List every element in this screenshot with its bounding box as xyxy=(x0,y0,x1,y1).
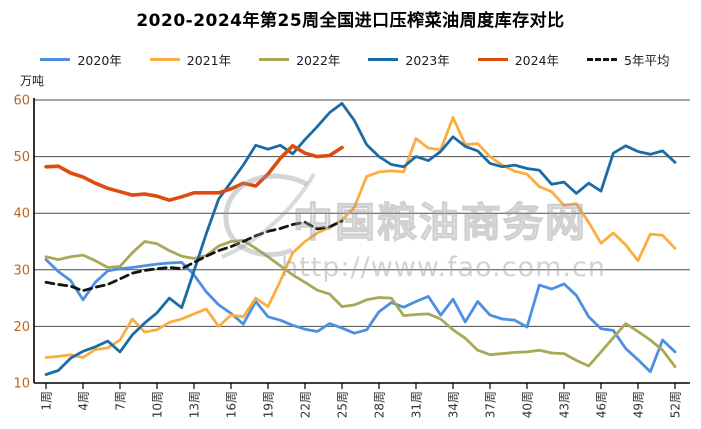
x-tick-label-22: 22周 xyxy=(298,391,312,418)
x-tick-label-46: 46周 xyxy=(594,391,608,418)
x-tick-label-34: 34周 xyxy=(446,391,460,418)
legend-swatch-2023年 xyxy=(368,58,399,61)
legend-label-2023年: 2023年 xyxy=(405,53,450,68)
legend-label-2021年: 2021年 xyxy=(186,53,232,68)
legend-label-2020年: 2020年 xyxy=(77,53,122,68)
legend-item-2024年: 2024年 xyxy=(477,50,560,69)
series-line-2024年 xyxy=(44,144,344,202)
legend-swatch-2024年 xyxy=(477,58,508,61)
legend: 2020年 2021年 2022年 2023年 2024年 5年平均 xyxy=(40,50,670,69)
x-tick-label-28: 28周 xyxy=(372,391,386,418)
x-tick-label-10: 10周 xyxy=(150,391,164,418)
series-line-2020年 xyxy=(44,258,677,374)
x-tick-label-13: 13周 xyxy=(187,391,201,418)
legend-label-5年平均: 5年平均 xyxy=(624,53,670,68)
x-tick-label-31: 31周 xyxy=(409,391,423,418)
legend-swatch-2020年 xyxy=(40,58,71,61)
legend-swatch-5年平均 xyxy=(587,58,618,61)
legend-item-2021年: 2021年 xyxy=(149,50,232,69)
y-tick-label-50: 50 xyxy=(13,150,30,165)
x-tick-label-1: 1周 xyxy=(40,391,54,411)
y-tick-label-30: 30 xyxy=(13,263,30,278)
legend-item-2022年: 2022年 xyxy=(259,50,340,69)
y-axis-unit-label: 万吨 xyxy=(20,74,45,88)
legend-swatch-2021年 xyxy=(149,58,180,61)
x-tick-label-7: 7周 xyxy=(113,391,127,411)
series-line-2021年 xyxy=(44,116,677,359)
series-line-2022年 xyxy=(44,238,677,369)
legend-item-2023年: 2023年 xyxy=(368,50,450,69)
x-tick-label-49: 49周 xyxy=(631,391,645,418)
x-tick-label-40: 40周 xyxy=(520,391,534,418)
y-tick-label-10: 10 xyxy=(13,377,30,392)
x-tick-label-25: 25周 xyxy=(335,391,349,418)
legend-label-2022年: 2022年 xyxy=(296,53,341,68)
y-tick-label-40: 40 xyxy=(13,207,30,222)
series-line-2023年 xyxy=(44,102,677,376)
series-line-5年平均 xyxy=(44,219,344,293)
x-tick-label-16: 16周 xyxy=(224,391,238,418)
y-tick-label-60: 60 xyxy=(13,94,30,109)
x-tick-label-52: 52周 xyxy=(668,391,682,418)
x-tick-label-37: 37周 xyxy=(483,391,497,418)
legend-swatch-2022年 xyxy=(259,58,290,61)
legend-label-2024年: 2024年 xyxy=(514,53,560,68)
y-tick-label-20: 20 xyxy=(13,320,30,335)
x-tick-label-4: 4周 xyxy=(76,391,90,411)
legend-item-2020年: 2020年 xyxy=(40,50,122,69)
x-tick-label-43: 43周 xyxy=(557,391,571,418)
x-tick-label-19: 19周 xyxy=(261,391,275,418)
legend-item-5年平均: 5年平均 xyxy=(587,50,670,69)
chart-title: 2020-2024年第25周全国进口压榨菜油周度库存对比 xyxy=(136,11,565,31)
